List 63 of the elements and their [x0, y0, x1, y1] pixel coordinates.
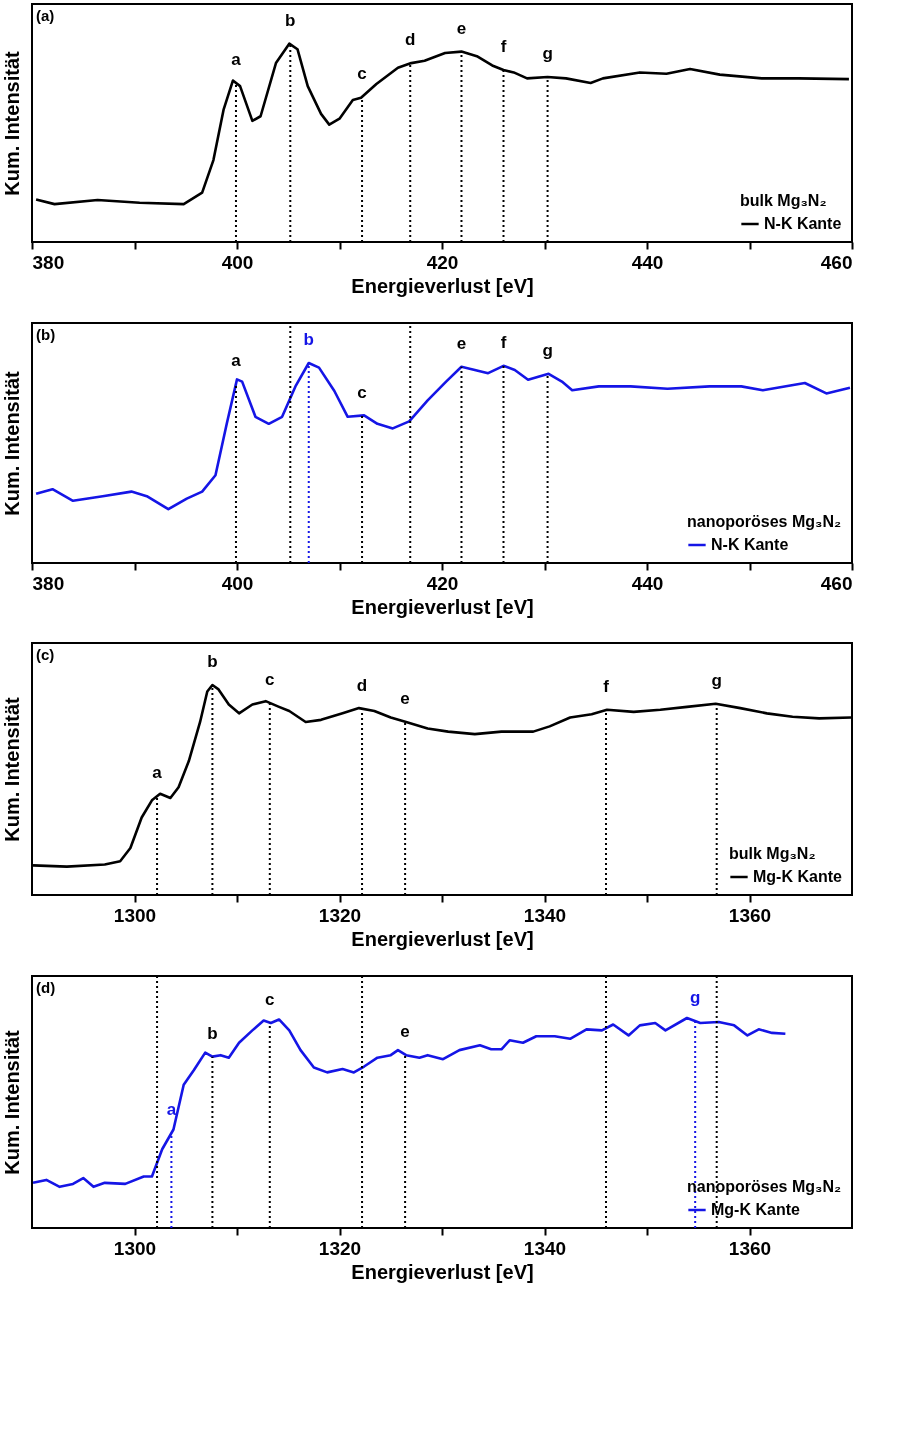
ref-line-label: a: [231, 49, 242, 69]
ref-line-label: g: [711, 670, 722, 690]
x-tick-label: 1320: [318, 1237, 362, 1259]
x-tick-label: 1300: [113, 1237, 157, 1259]
x-tick-label: 400: [221, 572, 254, 594]
x-tick-label: 1300: [113, 904, 157, 926]
text: (a): [36, 7, 55, 24]
ref-line-label: e: [400, 1021, 410, 1041]
ref-line-label: c: [265, 989, 275, 1009]
ref-line-label: e: [456, 333, 467, 353]
y-axis-title: Kum. Intensität: [0, 370, 23, 516]
legend-label: N-K Kante: [711, 536, 789, 553]
y-axis-title: Kum. Intensität: [0, 696, 23, 842]
x-tick-label: 440: [631, 572, 664, 594]
ref-line-label: d: [356, 675, 368, 695]
x-tick-label: 420: [426, 572, 459, 594]
x-tick-label: 440: [631, 251, 664, 273]
x-tick-label: 1340: [523, 1237, 567, 1259]
ref-line-label: e: [456, 18, 467, 38]
x-tick-label: 420: [426, 251, 459, 273]
legend-label: Mg-K Kante: [711, 1201, 800, 1218]
ref-line-label: g: [542, 341, 553, 361]
ref-line-label: a: [231, 350, 242, 370]
x-axis-title: Energieverlust [eV]: [351, 274, 534, 297]
x-axis-title: Energieverlust [eV]: [351, 595, 534, 618]
text: (b): [36, 326, 56, 343]
x-axis-title: Energieverlust [eV]: [351, 927, 534, 950]
x-tick-label: 460: [820, 251, 853, 273]
ref-line-label: a: [166, 1100, 177, 1120]
legend-label: Mg-K Kante: [753, 868, 842, 885]
ref-line-label: c: [265, 669, 275, 689]
ref-line-label: d: [405, 30, 416, 50]
y-axis-title: Kum. Intensität: [0, 50, 23, 196]
x-axis-title: Energieverlust [eV]: [351, 1260, 534, 1283]
ref-line-label: b: [285, 11, 296, 31]
x-tick-label: 380: [32, 251, 65, 273]
legend-title: nanoporöses Mg₃N₂: [687, 1178, 842, 1195]
legend-label: N-K Kante: [764, 215, 842, 232]
ref-line-label: f: [500, 332, 507, 352]
text: (c): [36, 646, 55, 663]
x-tick-label: 400: [221, 251, 254, 273]
ref-line-label: b: [207, 652, 218, 671]
ref-line-label: c: [357, 382, 367, 402]
x-tick-label: 1320: [318, 904, 362, 926]
legend-title: bulk Mg₃N₂: [729, 845, 816, 862]
ref-line-label: g: [689, 988, 701, 1008]
ref-line-label: b: [303, 330, 314, 349]
ref-line-label: f: [500, 37, 507, 57]
ref-line-label: g: [542, 43, 553, 63]
ref-line-label: f: [603, 677, 610, 697]
x-tick-label: 1340: [523, 904, 567, 926]
x-tick-label: 1360: [728, 904, 772, 926]
legend-title: bulk Mg₃N₂: [740, 192, 827, 209]
x-tick-label: 380: [32, 572, 65, 594]
x-tick-label: 460: [820, 572, 853, 594]
ref-line-label: a: [152, 763, 163, 783]
y-axis-title: Kum. Intensität: [0, 1029, 23, 1175]
x-tick-label: 1360: [728, 1237, 772, 1259]
legend-title: nanoporöses Mg₃N₂: [687, 513, 842, 530]
ref-line-label: e: [400, 688, 410, 708]
text: (d): [36, 979, 56, 996]
ref-line-label: b: [207, 1023, 218, 1043]
ref-line-label: c: [357, 63, 367, 83]
